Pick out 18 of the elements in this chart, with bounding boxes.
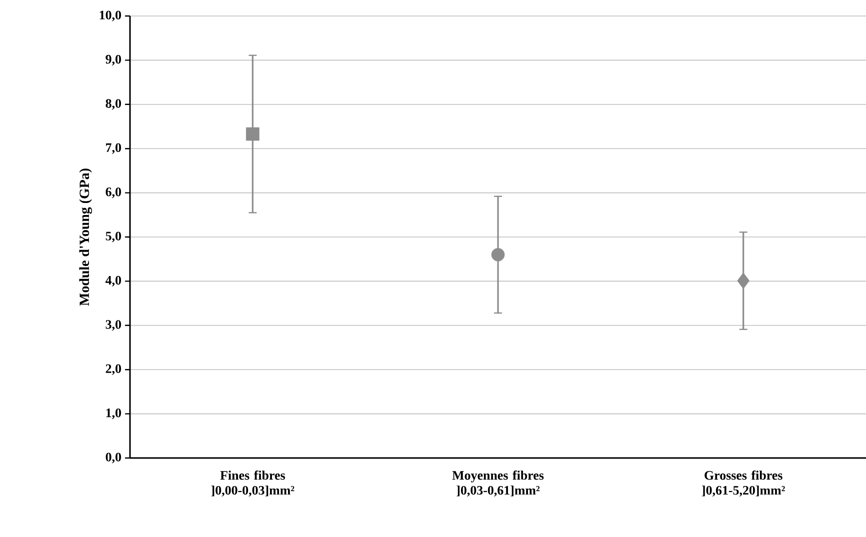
- y-tick-label: 2,0: [106, 364, 122, 375]
- y-axis-title: Module d'Young (GPa): [79, 168, 92, 306]
- y-tick-label: 3,0: [106, 320, 122, 331]
- y-tick-label: 7,0: [106, 143, 122, 154]
- point: [246, 127, 260, 141]
- y-tick-label: 10,0: [100, 10, 122, 22]
- point: [737, 272, 750, 289]
- x-tick-label: Fines fibres ]0,00-0,03]mm²: [211, 470, 294, 497]
- point: [491, 248, 505, 262]
- x-tick-label: Moyennes fibres ]0,03-0,61]mm²: [452, 470, 544, 497]
- x-tick-label: Grosses fibres ]0,61-5,20]mm²: [702, 470, 785, 497]
- y-tick-label: 8,0: [106, 99, 122, 110]
- y-tick-label: 4,0: [105, 276, 122, 286]
- y-tick-label: 9,0: [106, 54, 122, 66]
- y-tick-label: 1,0: [106, 408, 122, 420]
- y-tick-label: 0,0: [106, 452, 122, 464]
- y-tick-label: 5,0: [106, 232, 122, 242]
- y-tick-label: 6,0: [106, 187, 122, 198]
